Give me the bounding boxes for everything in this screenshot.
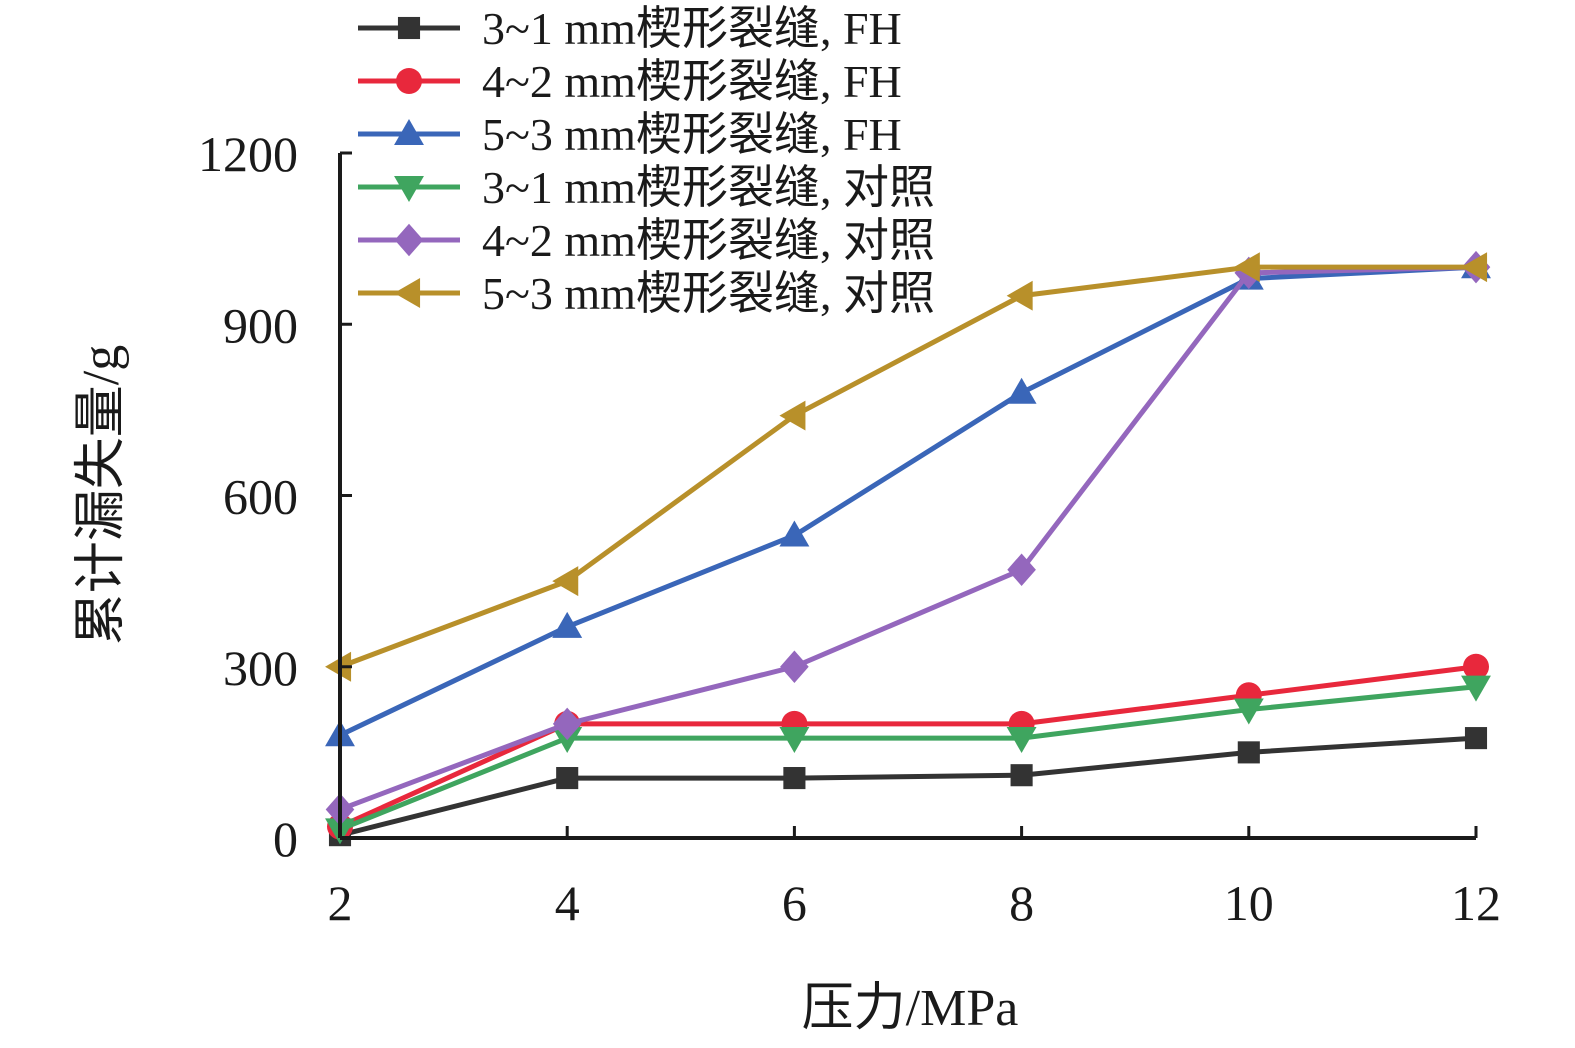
x-tick-label: 6 — [782, 875, 807, 931]
series-4 — [325, 675, 1491, 845]
data-point — [779, 400, 806, 431]
axes: 2 4 6 8 10 12 0 300 600 900 1200 — [198, 126, 1501, 931]
data-point — [552, 566, 579, 597]
series-3 — [325, 252, 1491, 747]
legend-marker — [397, 16, 421, 40]
legend-label: 4~2 mm楔形裂缝, 对照 — [482, 215, 935, 266]
data-point — [779, 520, 810, 547]
series-6 — [325, 252, 1488, 682]
legend-label: 5~3 mm楔形裂缝, 对照 — [482, 268, 935, 319]
data-point — [556, 767, 579, 790]
x-tick-label: 12 — [1451, 875, 1501, 931]
x-tick-label: 2 — [328, 875, 353, 931]
legend-marker — [394, 175, 424, 202]
legend-marker — [394, 278, 421, 308]
legend-marker — [394, 223, 424, 257]
data-point — [1463, 653, 1489, 680]
legend-label: 3~1 mm楔形裂缝, 对照 — [482, 162, 935, 213]
data-point — [552, 611, 583, 638]
y-tick-label: 300 — [223, 640, 298, 696]
data-point — [780, 650, 809, 683]
series-line — [339, 264, 1476, 670]
data-point — [1237, 741, 1260, 764]
series-line — [339, 264, 1477, 812]
data-point — [779, 727, 810, 754]
y-tick-label: 0 — [273, 811, 298, 867]
data-point — [1010, 764, 1033, 787]
x-tick-label: 10 — [1224, 875, 1274, 931]
data-point — [1233, 252, 1260, 283]
y-axis-title: 累计漏失量/g — [73, 345, 130, 645]
series-1 — [328, 727, 1488, 847]
data-point — [1006, 280, 1033, 311]
legend-item: 4~2 mm楔形裂缝, FH — [358, 56, 902, 107]
legend-label: 3~1 mm楔形裂缝, FH — [482, 3, 902, 54]
legend-item: 4~2 mm楔形裂缝, 对照 — [358, 215, 935, 266]
y-ticks: 0 300 600 900 1200 — [198, 126, 352, 867]
series-line — [338, 664, 1477, 829]
x-tick-label: 8 — [1009, 875, 1034, 931]
legend: 3~1 mm楔形裂缝, FH4~2 mm楔形裂缝, FH5~3 mm楔形裂缝, … — [358, 3, 935, 319]
data-point — [1233, 698, 1264, 725]
data-point — [1007, 553, 1036, 586]
legend-item: 3~1 mm楔形裂缝, FH — [358, 3, 902, 54]
data-point — [552, 707, 582, 741]
legend-marker — [396, 68, 422, 94]
data-point — [1461, 675, 1491, 702]
series-line — [339, 735, 1477, 838]
data-point — [783, 767, 806, 790]
legend-label: 4~2 mm楔形裂缝, FH — [482, 56, 902, 107]
data-point — [1464, 727, 1488, 750]
x-axis-title: 压力/MPa — [802, 980, 1019, 1037]
series-line — [339, 684, 1477, 832]
legend-item: 3~1 mm楔形裂缝, 对照 — [358, 162, 935, 213]
y-tick-label: 1200 — [198, 126, 298, 182]
x-tick-label: 4 — [555, 875, 580, 931]
x-ticks: 2 4 6 8 10 12 — [328, 826, 1501, 931]
legend-marker — [394, 119, 424, 146]
data-point — [1006, 727, 1037, 754]
plot-series — [325, 250, 1491, 847]
y-tick-label: 600 — [223, 469, 298, 525]
series-line — [338, 264, 1477, 738]
data-point — [1461, 252, 1488, 283]
y-tick-label: 900 — [223, 297, 298, 353]
legend-item: 5~3 mm楔形裂缝, 对照 — [358, 268, 935, 319]
legend-label: 5~3 mm楔形裂缝, FH — [482, 109, 902, 160]
legend-item: 5~3 mm楔形裂缝, FH — [358, 109, 902, 160]
data-point — [1006, 377, 1037, 404]
